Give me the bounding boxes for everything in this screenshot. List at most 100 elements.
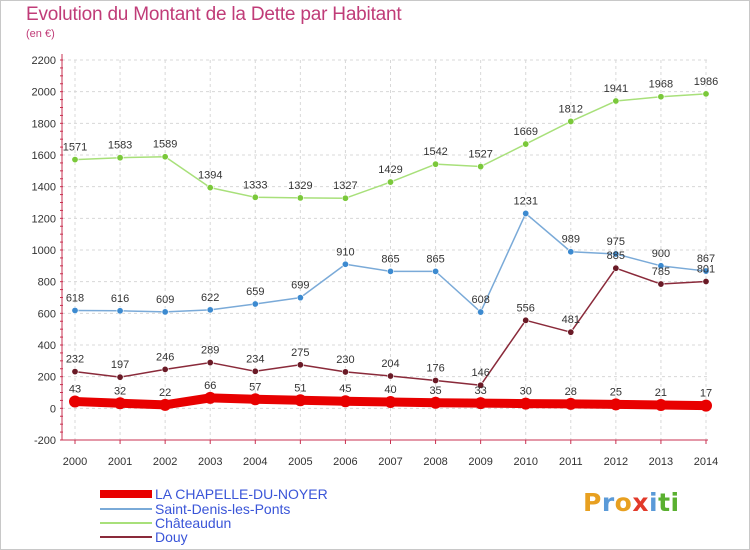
y-tick-label: 0 xyxy=(50,403,56,415)
data-label: 66 xyxy=(204,380,216,392)
x-tick-label: 2014 xyxy=(694,456,718,468)
y-tick-label: 2000 xyxy=(32,87,56,99)
data-point xyxy=(116,307,124,315)
data-label: 900 xyxy=(652,248,670,260)
x-tick-label: 2013 xyxy=(649,456,673,468)
data-label: 275 xyxy=(291,347,309,359)
x-tick-label: 2006 xyxy=(333,456,357,468)
data-label: 1527 xyxy=(468,149,492,161)
data-label: 176 xyxy=(426,362,444,374)
data-point xyxy=(567,328,575,336)
data-point xyxy=(249,393,262,406)
data-label: 801 xyxy=(697,264,715,276)
data-label: 989 xyxy=(562,234,580,246)
data-point xyxy=(206,184,214,192)
data-point xyxy=(612,97,620,105)
x-tick-label: 2007 xyxy=(378,456,402,468)
chart-title: Evolution du Montant de la Dette par Hab… xyxy=(26,4,402,25)
x-tick-label: 2003 xyxy=(198,456,222,468)
data-label: 146 xyxy=(471,367,489,379)
data-point xyxy=(341,368,349,376)
legend-swatch-saint-denis xyxy=(100,508,152,510)
legend-item-chapelle[interactable]: LA CHAPELLE-DU-NOYER xyxy=(100,486,328,502)
data-label: 1669 xyxy=(513,126,537,138)
legend-swatch-chapelle xyxy=(100,490,152,498)
legend-item-saint-denis[interactable]: Saint-Denis-les-Ponts xyxy=(100,501,290,517)
data-point xyxy=(702,278,710,286)
data-point xyxy=(474,397,487,410)
data-label: 556 xyxy=(517,302,535,314)
legend-item-chateaudun[interactable]: Châteaudun xyxy=(100,515,231,531)
data-label: 608 xyxy=(471,294,489,306)
legend-swatch-douy xyxy=(100,536,152,538)
data-label: 1941 xyxy=(604,83,628,95)
data-label: 609 xyxy=(156,294,174,306)
logo-letter: i xyxy=(649,488,659,517)
data-point xyxy=(161,308,169,316)
x-tick-label: 2002 xyxy=(153,456,177,468)
data-label-layer: 43 32 22 66 57 51 45 40 35 33 30 28 25 21 17 618 616 609 6… xyxy=(63,76,718,400)
y-tick-label: 1400 xyxy=(32,182,56,194)
series-layer xyxy=(69,90,712,412)
data-label: 699 xyxy=(291,280,309,292)
data-label: 867 xyxy=(697,253,715,265)
data-point xyxy=(71,306,79,314)
y-tick-label: 800 xyxy=(38,277,56,289)
data-label: 234 xyxy=(246,353,264,365)
data-label: 40 xyxy=(384,384,396,396)
data-point xyxy=(657,93,665,101)
data-point xyxy=(700,399,712,412)
y-tick-label: 1000 xyxy=(32,245,56,257)
data-label: 1583 xyxy=(108,140,132,152)
y-tick-label: 600 xyxy=(38,308,56,320)
data-point xyxy=(206,359,214,367)
x-tick-label: 2010 xyxy=(513,456,537,468)
data-point xyxy=(477,381,485,389)
data-label: 28 xyxy=(565,386,577,398)
y-tick-label: 1800 xyxy=(32,118,56,130)
data-point xyxy=(341,260,349,268)
data-label: 197 xyxy=(111,359,129,371)
logo-letter: x xyxy=(632,488,649,517)
data-point xyxy=(161,365,169,373)
logo-letter: t xyxy=(658,488,671,517)
data-point xyxy=(71,156,79,164)
data-label: 25 xyxy=(610,386,622,398)
data-label: 622 xyxy=(201,292,219,304)
legend-item-douy[interactable]: Douy xyxy=(100,529,188,545)
chart-subtitle: (en €) xyxy=(26,28,55,40)
data-label: 232 xyxy=(66,354,84,366)
y-tick-label: 200 xyxy=(38,372,56,384)
x-tick-label: 2011 xyxy=(559,456,583,468)
data-point xyxy=(477,163,485,171)
data-point xyxy=(294,394,307,407)
y-tick-label: -200 xyxy=(34,435,56,447)
data-label: 1394 xyxy=(198,170,222,182)
x-tick-label: 2004 xyxy=(243,456,267,468)
y-tick-label: 1200 xyxy=(32,213,56,225)
data-point xyxy=(567,248,575,256)
legend-label-saint-denis: Saint-Denis-les-Ponts xyxy=(155,501,291,517)
data-point xyxy=(612,250,620,258)
data-label: 1329 xyxy=(288,180,312,192)
data-label: 481 xyxy=(562,314,580,326)
y-tick-label: 400 xyxy=(38,340,56,352)
data-point xyxy=(567,117,575,125)
data-label: 1571 xyxy=(63,142,87,154)
data-point xyxy=(386,372,394,380)
data-label: 1333 xyxy=(243,179,267,191)
data-label: 230 xyxy=(336,354,354,366)
data-point xyxy=(341,194,349,202)
data-label: 910 xyxy=(336,246,354,258)
data-label: 33 xyxy=(475,385,487,397)
data-point xyxy=(339,395,352,408)
data-label: 1327 xyxy=(333,180,357,192)
data-point xyxy=(71,368,79,376)
data-point xyxy=(384,396,397,408)
proxiti-logo: Proxiti xyxy=(583,488,680,517)
data-label: 246 xyxy=(156,351,174,363)
data-point xyxy=(69,395,81,408)
data-point xyxy=(609,398,622,411)
data-label: 1986 xyxy=(694,76,718,88)
